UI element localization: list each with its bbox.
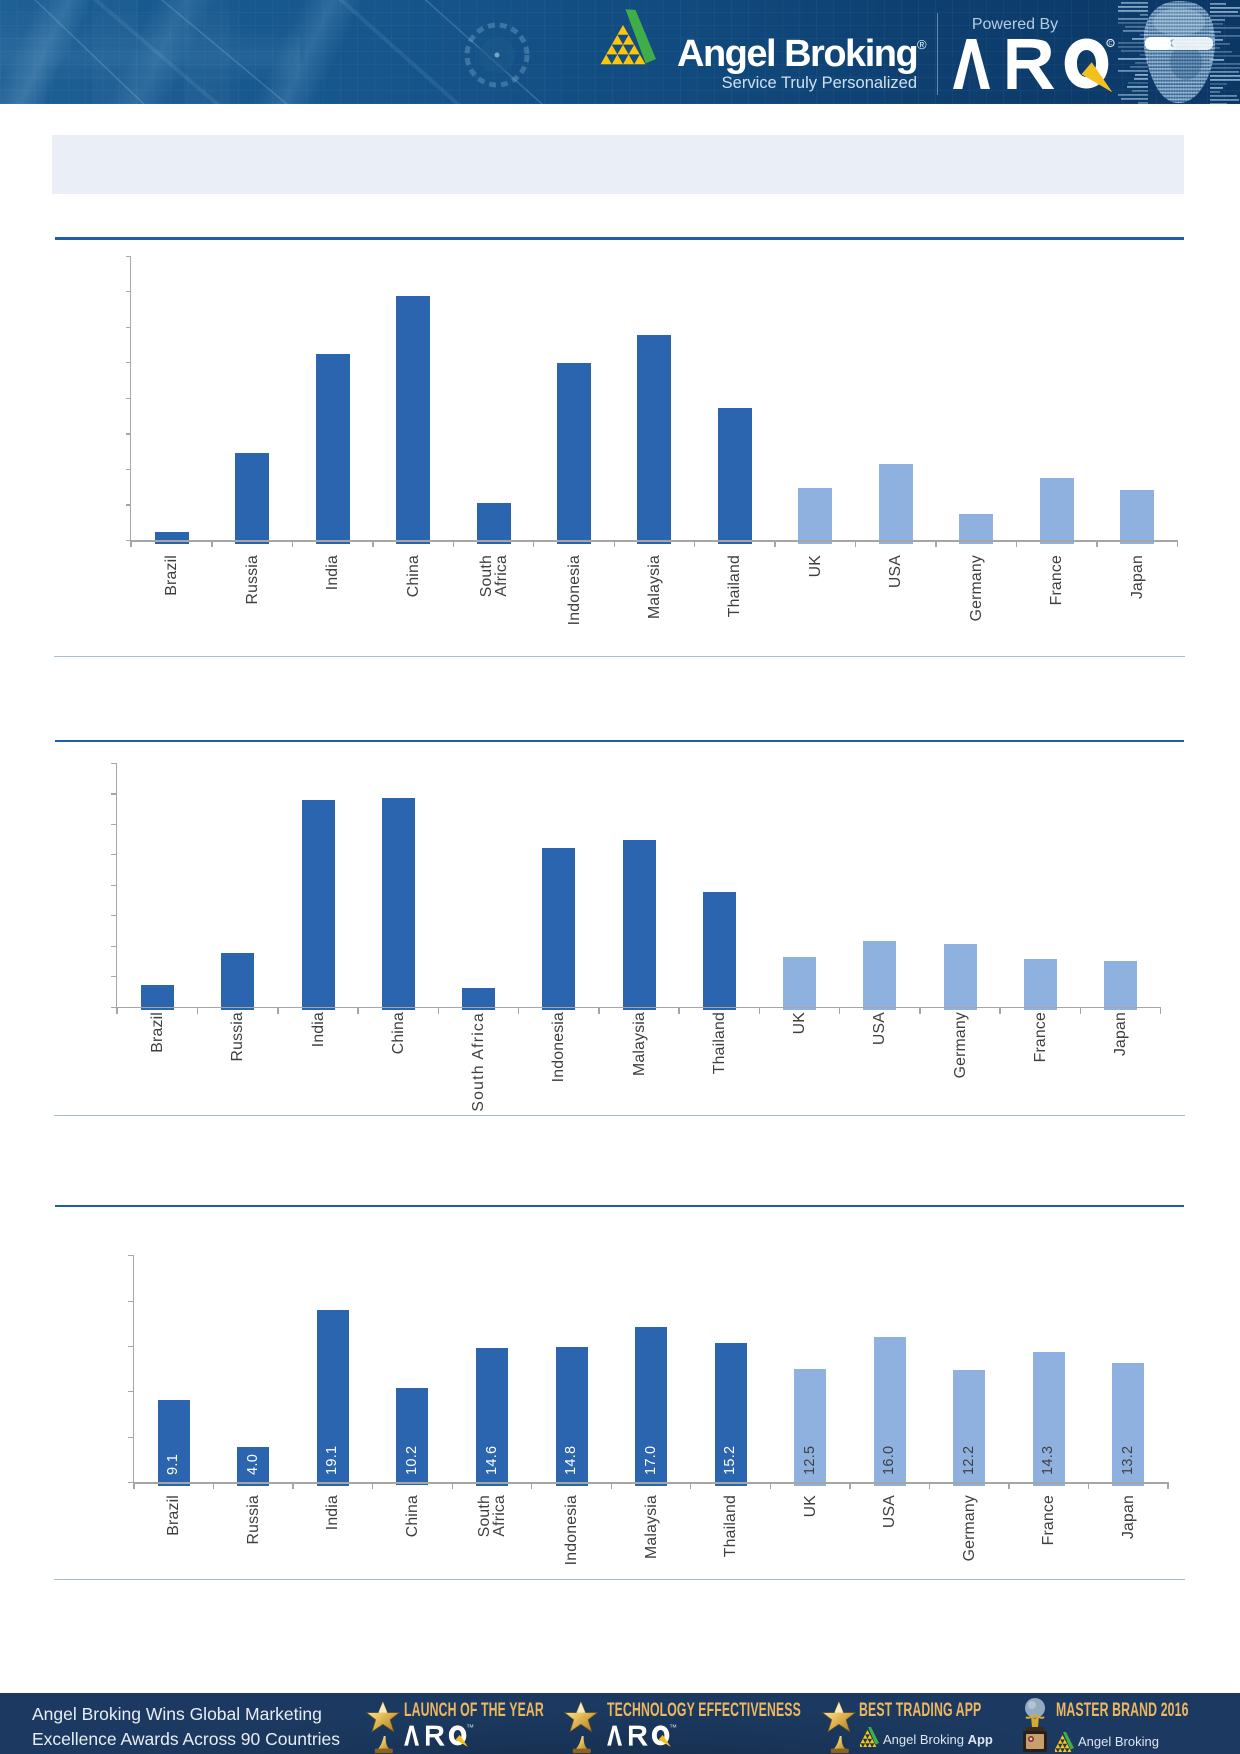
svg-text:C: C	[1109, 41, 1113, 47]
